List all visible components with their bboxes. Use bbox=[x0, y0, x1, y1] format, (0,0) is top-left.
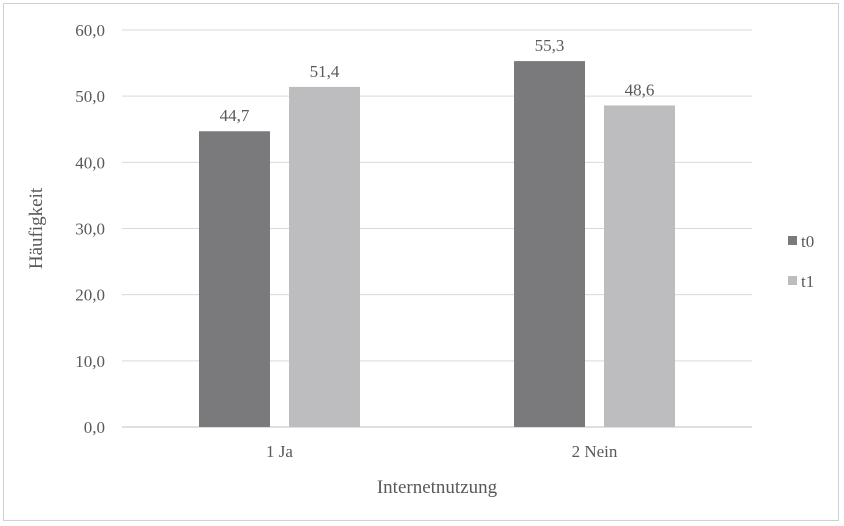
bars bbox=[199, 61, 675, 428]
y-tick-label: 0,0 bbox=[84, 418, 105, 437]
bar-t0-1 bbox=[199, 131, 270, 428]
y-tick-label: 40,0 bbox=[75, 153, 105, 172]
x-axis-title: Internetnutzung bbox=[377, 477, 498, 498]
bar-t1-2 bbox=[604, 105, 675, 428]
data-label: 48,6 bbox=[625, 80, 655, 99]
data-labels: 44,7 51,4 55,3 48,6 bbox=[220, 36, 655, 125]
chart-frame bbox=[3, 3, 839, 521]
data-label: 44,7 bbox=[220, 106, 250, 125]
y-axis-title: Häufigkeit bbox=[26, 187, 47, 269]
x-category-label: 2 Nein bbox=[572, 442, 618, 461]
data-label: 51,4 bbox=[310, 62, 340, 81]
legend-swatch-t1 bbox=[788, 276, 797, 285]
y-tick-label: 50,0 bbox=[75, 87, 105, 106]
y-tick-label: 30,0 bbox=[75, 220, 105, 239]
legend-swatch-t0 bbox=[788, 236, 797, 245]
y-tick-label: 10,0 bbox=[75, 352, 105, 371]
y-tick-label: 60,0 bbox=[75, 21, 105, 40]
x-category-label: 1 Ja bbox=[266, 442, 293, 461]
y-axis-ticks: 0,0 10,0 20,0 30,0 40,0 50,0 60,0 bbox=[75, 21, 105, 437]
y-tick-label: 20,0 bbox=[75, 286, 105, 305]
legend-label-t1: t1 bbox=[801, 272, 814, 291]
legend-label-t0: t0 bbox=[801, 232, 814, 251]
bar-t1-1 bbox=[289, 86, 360, 428]
x-axis-categories: 1 Ja 2 Nein bbox=[266, 442, 618, 461]
bar-t0-2 bbox=[514, 61, 585, 428]
legend: t0 t1 bbox=[788, 232, 814, 291]
data-label: 55,3 bbox=[535, 36, 565, 55]
